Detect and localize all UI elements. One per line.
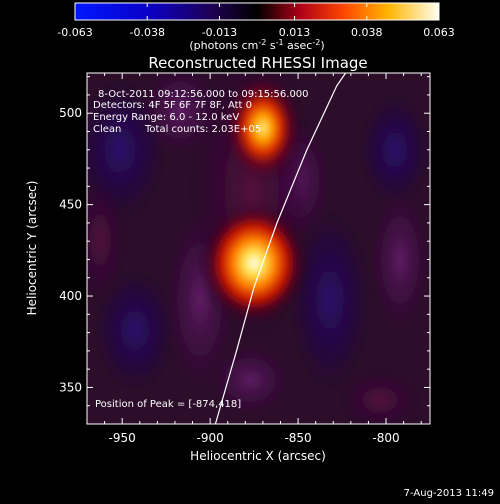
emission-source-1: [199, 201, 310, 326]
colorbar-tick-label: -0.013: [202, 26, 237, 39]
peak-position-label: Position of Peak = [-874,418]: [95, 399, 241, 410]
y-tick-label: 450: [59, 198, 82, 212]
info-method: Clean: [93, 124, 121, 135]
x-tick-label: -950: [109, 431, 136, 445]
x-axis-ticks: -950 -900 -850 -800: [104, 73, 422, 445]
y-tick-label: 500: [59, 106, 82, 120]
info-detectors: Detectors: 4F 5F 6F 7F 8F, Att 0: [93, 100, 252, 111]
emission-source-2: [222, 73, 303, 183]
info-time-range: 8-Oct-2011 09:12:56.000 to 09:15:56.000: [98, 89, 309, 100]
background-texture: [87, 73, 430, 424]
colorbar: -0.063 -0.038 -0.013 0.013 0.038 0.063 (photo…: [57, 2, 455, 52]
info-energy-range: Energy Range: 6.0 - 12.0 keV: [93, 112, 239, 123]
x-tick-label: -850: [284, 431, 311, 445]
emission-sources: [199, 73, 310, 326]
colorbar-gradient: [75, 3, 439, 20]
info-block: 8-Oct-2011 09:12:56.000 to 09:15:56.000 …: [93, 89, 309, 135]
colorbar-ticks: -0.063 -0.038 -0.013 0.013 0.038 0.063: [57, 3, 455, 39]
plot-frame: [86, 72, 431, 425]
colorbar-frame: [74, 2, 440, 21]
y-axis-ticks: 350 400 450 500: [59, 76, 430, 407]
colorbar-tick-label: 0.013: [279, 26, 311, 39]
y-tick-label: 350: [59, 380, 82, 394]
colorbar-tick-label: 0.063: [423, 26, 455, 39]
colorbar-tick-label: 0.038: [351, 26, 383, 39]
footer-timestamp: 7-Aug-2013 11:49: [404, 488, 494, 499]
image-area: [87, 73, 430, 424]
colorbar-tick-label: -0.063: [57, 26, 92, 39]
colorbar-units: (photons cm-2 s-1 asec-2): [189, 38, 324, 52]
x-axis-label: Heliocentric X (arcsec): [190, 449, 326, 463]
info-total-counts: Total counts: 2.03E+05: [144, 124, 261, 135]
y-tick-label: 400: [59, 289, 82, 303]
plot-title: Reconstructed RHESSI Image: [148, 54, 367, 72]
colorbar-tick-label: -0.038: [129, 26, 164, 39]
x-tick-label: -800: [372, 431, 399, 445]
y-axis-label: Heliocentric Y (arcsec): [25, 181, 39, 316]
solar-limb-line: [214, 73, 347, 424]
x-tick-label: -900: [197, 431, 224, 445]
